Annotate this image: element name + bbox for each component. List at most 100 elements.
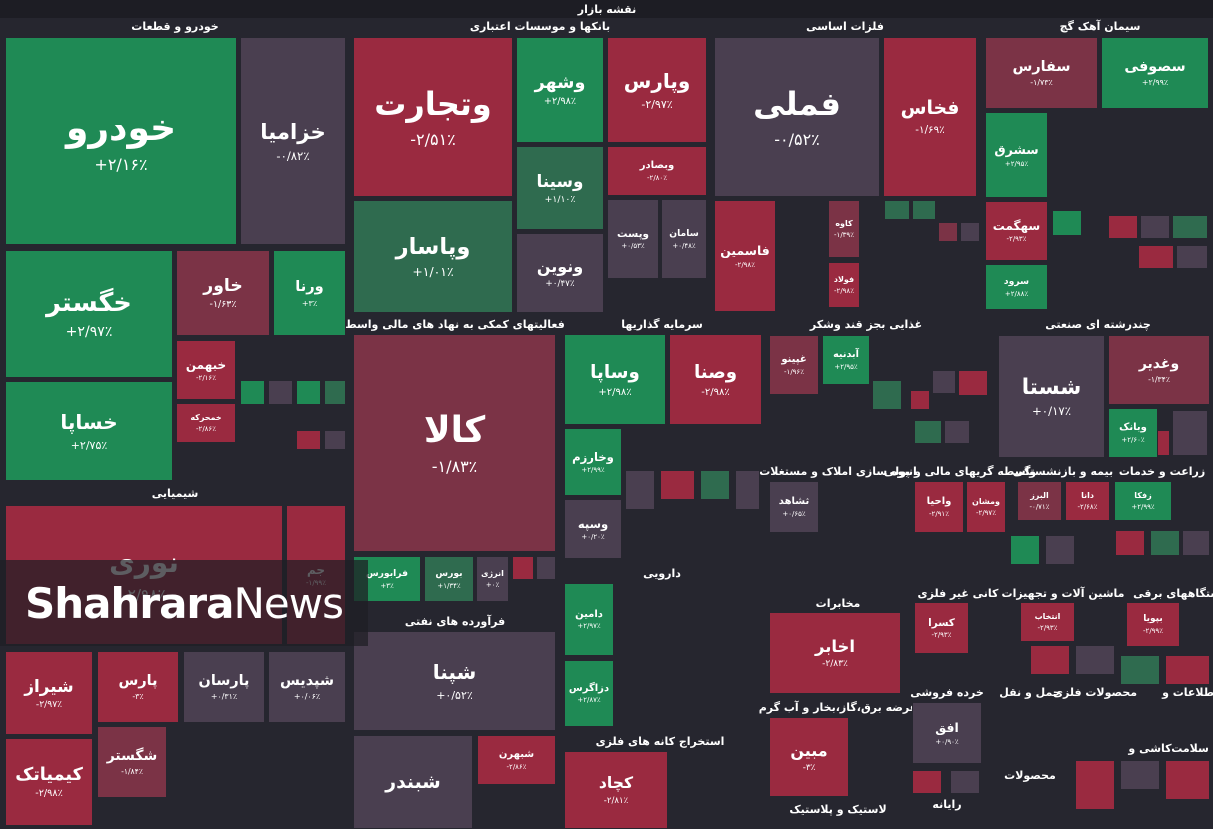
stock-change: -۲/۶۸٪ <box>1077 502 1098 511</box>
stock-tile[interactable]: ثشاهد +۰/۶۵٪ <box>769 481 819 533</box>
stock-change: -۲/۹۳٪ <box>1006 235 1027 244</box>
stock-tile[interactable]: وپارس -۲/۹۷٪ <box>607 37 707 143</box>
stock-tile[interactable]: دامین +۲/۹۷٪ <box>564 583 614 656</box>
stock-tile[interactable]: وشهر +۲/۹۸٪ <box>516 37 604 143</box>
stock-tile[interactable]: فولاد -۲/۹۸٪ <box>828 262 860 308</box>
stock-tile[interactable]: ومشان -۲/۹۷٪ <box>966 481 1006 533</box>
stock-tile[interactable]: سفارس -۱/۷۳٪ <box>985 37 1098 109</box>
stock-tile[interactable]: وسینا +۱/۱۰٪ <box>516 146 604 230</box>
stock-tile[interactable]: شپدیس +۰/۰۶٪ <box>268 651 346 723</box>
stock-change: -۱/۶۹٪ <box>915 123 945 136</box>
stock-tile[interactable]: وصنا -۲/۹۸٪ <box>669 334 762 425</box>
filler-cell <box>912 200 936 220</box>
filler-cell <box>1165 760 1210 800</box>
stock-tile[interactable]: خودرو +۲/۱۶٪ <box>5 37 237 245</box>
stock-tile[interactable]: دانا -۲/۶۸٪ <box>1065 481 1110 521</box>
stock-tile[interactable]: انتخاب -۲/۹۳٪ <box>1020 602 1075 642</box>
stock-tile[interactable]: کالا -۱/۸۳٪ <box>353 334 556 552</box>
stock-name: فولاد <box>833 275 855 285</box>
stock-tile[interactable]: خگستر +۲/۹۷٪ <box>5 250 173 378</box>
stock-tile[interactable]: کسرا -۲/۹۳٪ <box>914 602 969 654</box>
stock-tile[interactable]: شپنا +۰/۵۲٪ <box>353 631 556 731</box>
stock-name: کسرا <box>928 616 955 629</box>
stock-change: +۲/۶۰٪ <box>1121 435 1145 444</box>
stock-change: -۲/۸۶٪ <box>506 762 527 771</box>
stock-tile[interactable]: البرز -۰/۷۱٪ <box>1017 481 1062 521</box>
filler-cell <box>1140 215 1170 239</box>
stock-tile[interactable]: وبصادر -۲/۸۰٪ <box>607 146 707 196</box>
stock-tile[interactable]: سامان +۰/۴۸٪ <box>661 199 707 279</box>
stock-tile[interactable]: خزامیا -۰/۸۲٪ <box>240 37 346 245</box>
stock-name: انتخاب <box>1034 612 1061 622</box>
stock-tile[interactable]: افق +۰/۹۰٪ <box>912 702 982 764</box>
stock-tile[interactable]: شبهرن -۲/۸۶٪ <box>477 735 556 785</box>
stock-tile[interactable]: وساپا +۲/۹۸٪ <box>564 334 666 425</box>
stock-tile[interactable]: بورس +۱/۳۴٪ <box>424 556 474 602</box>
stock-tile[interactable]: غپینو -۱/۹۶٪ <box>769 335 819 395</box>
stock-tile[interactable]: سرود +۲/۸۸٪ <box>985 264 1048 310</box>
stock-tile[interactable]: واحیا -۲/۹۱٪ <box>914 481 964 533</box>
stock-tile[interactable]: سشرق +۲/۹۵٪ <box>985 112 1048 198</box>
watermark-brand: Shahrara <box>24 578 235 628</box>
stock-name: بورس <box>435 568 463 580</box>
filler-cell <box>884 200 910 220</box>
stock-tile[interactable]: زفکا +۲/۹۹٪ <box>1114 481 1172 521</box>
stock-name: خزامیا <box>260 119 326 145</box>
stock-tile[interactable]: وغدیر -۱/۳۴٪ <box>1108 335 1210 405</box>
stock-tile[interactable]: وپست +۰/۵۳٪ <box>607 199 659 279</box>
sector-title: زراعت و خدمات <box>1118 465 1206 478</box>
stock-tile[interactable]: پارسان +۰/۳۱٪ <box>183 651 265 723</box>
stock-tile[interactable]: وتجارت -۲/۵۱٪ <box>353 37 513 197</box>
stock-tile[interactable]: سهگمت -۲/۹۳٪ <box>985 201 1048 261</box>
stock-tile[interactable]: سصوفی +۲/۹۹٪ <box>1101 37 1209 109</box>
stock-name: فملی <box>753 85 841 124</box>
stock-tile[interactable]: فخاس -۱/۶۹٪ <box>883 37 977 197</box>
stock-tile[interactable]: بپویا -۲/۹۹٪ <box>1126 602 1180 647</box>
stock-tile[interactable]: خساپا +۲/۷۵٪ <box>5 381 173 481</box>
stock-tile[interactable]: شبندر <box>353 735 473 829</box>
filler-cell <box>932 370 956 394</box>
stock-name: وصنا <box>693 361 738 383</box>
stock-tile[interactable]: خاور -۱/۶۳٪ <box>176 250 270 336</box>
stock-tile[interactable]: آبدنیه +۲/۹۵٪ <box>822 335 870 385</box>
stock-tile[interactable]: شستا +۰/۱۷٪ <box>998 335 1105 458</box>
filler-cell <box>1150 530 1180 556</box>
sector-title: عرضه برق،گاز،بخار و آب گرم <box>758 701 918 714</box>
stock-name: مبین <box>790 740 828 760</box>
stock-tile[interactable]: خبهمن -۲/۱۶٪ <box>176 340 236 400</box>
stock-tile[interactable]: کچاد -۲/۸۱٪ <box>564 751 668 829</box>
stock-tile[interactable]: کیمیاتک -۲/۹۸٪ <box>5 738 93 826</box>
stock-name: کاوه <box>835 219 853 229</box>
stock-name: وپاسار <box>395 233 471 260</box>
stock-tile[interactable]: شیراز -۲/۹۷٪ <box>5 651 93 735</box>
stock-tile[interactable]: وپاسار +۱/۰۱٪ <box>353 200 513 313</box>
stock-change: +۲/۷۵٪ <box>70 438 108 452</box>
sector-title: دستگاههای برقی <box>1133 587 1213 600</box>
stock-tile[interactable]: وبانک +۲/۶۰٪ <box>1108 408 1158 458</box>
filler-cell <box>1108 215 1138 239</box>
stock-tile[interactable]: فاسمین -۲/۹۸٪ <box>714 200 776 312</box>
stock-tile[interactable]: وسپه +۰/۲۰٪ <box>564 499 622 559</box>
sector-title: دارویی <box>643 567 681 580</box>
stock-name: خودرو <box>65 107 177 149</box>
stock-tile[interactable]: فملی -۰/۵۲٪ <box>714 37 880 197</box>
stock-tile[interactable]: ورنا +۳٪ <box>273 250 346 336</box>
stock-change: -۲/۸۰٪ <box>647 173 667 182</box>
sector-title: ماشین آلات و تجهیزات <box>1001 587 1125 600</box>
stock-name: سامان <box>669 228 699 240</box>
stock-tile[interactable]: دزاگرس +۲/۸۷٪ <box>564 660 614 727</box>
filler-cell <box>296 430 321 450</box>
stock-tile[interactable]: مبین -۳٪ <box>769 717 849 797</box>
stock-tile[interactable]: ونوین +۰/۴۷٪ <box>516 233 604 313</box>
stock-tile[interactable]: وخارزم +۲/۹۹٪ <box>564 428 622 496</box>
stock-tile[interactable]: کاوه -۱/۳۹٪ <box>828 200 860 258</box>
stock-tile[interactable]: اخابر -۲/۸۳٪ <box>769 612 901 694</box>
sector-title: فلزات اساسی <box>806 20 884 33</box>
stock-tile[interactable]: خمحرکه -۲/۸۶٪ <box>176 403 236 443</box>
stock-tile[interactable]: پارس -۳٪ <box>97 651 179 723</box>
stock-tile[interactable]: انرژی +۰٪ <box>476 556 509 602</box>
sector-title: محصولات <box>1004 769 1056 782</box>
stock-tile[interactable]: شگستر -۱/۸۴٪ <box>97 726 167 798</box>
stock-change: +۱/۰۱٪ <box>412 264 454 280</box>
